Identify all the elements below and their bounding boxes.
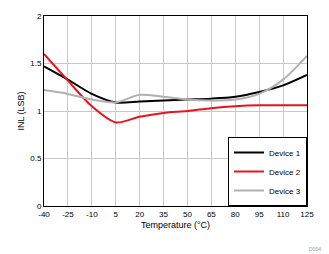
svg-text:125: 125 [300, 210, 314, 219]
svg-text:D004: D004 [309, 246, 321, 252]
svg-text:-40: -40 [38, 210, 50, 219]
svg-text:5: 5 [114, 210, 119, 219]
svg-text:2: 2 [37, 12, 42, 21]
svg-text:Device 1: Device 1 [269, 149, 301, 158]
svg-text:0: 0 [37, 202, 42, 211]
svg-text:20: 20 [135, 210, 144, 219]
svg-text:35: 35 [159, 210, 168, 219]
svg-text:110: 110 [277, 210, 290, 219]
svg-text:-25: -25 [62, 210, 74, 219]
svg-text:Device 2: Device 2 [269, 168, 301, 177]
svg-text:Temperature (°C): Temperature (°C) [141, 220, 210, 230]
svg-text:Device 3: Device 3 [269, 187, 301, 196]
svg-text:INL (LSB): INL (LSB) [16, 91, 26, 130]
svg-text:80: 80 [231, 210, 240, 219]
svg-text:-10: -10 [86, 210, 98, 219]
svg-text:0.5: 0.5 [30, 154, 42, 163]
svg-text:1.5: 1.5 [30, 59, 42, 68]
svg-text:1: 1 [37, 107, 42, 116]
svg-text:50: 50 [183, 210, 192, 219]
svg-text:65: 65 [207, 210, 216, 219]
svg-text:95: 95 [255, 210, 264, 219]
